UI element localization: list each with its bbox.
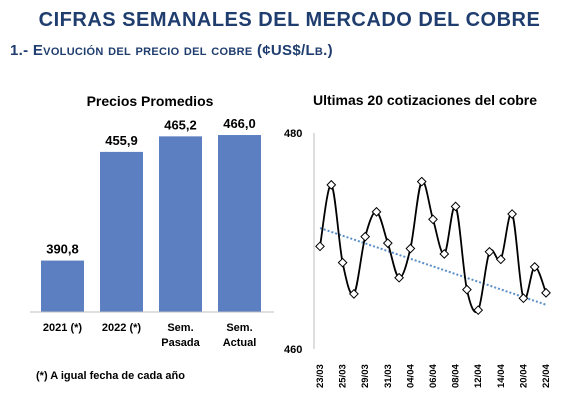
bar-value-label: 465,2: [164, 117, 197, 132]
x-tick-label: 23/03: [315, 364, 326, 388]
x-tick-label: 14/04: [496, 364, 507, 388]
bar-value-label: 455,9: [105, 133, 138, 148]
section-subtitle: 1.- Evolución del precio del cobre (¢US$…: [10, 42, 333, 59]
x-tick-label: 31/03: [383, 364, 394, 388]
data-point-3: [337, 257, 348, 268]
y-tick-label: 460: [284, 344, 302, 356]
data-point-11: [428, 214, 438, 225]
data-point-7: [382, 238, 393, 249]
data-point-16: [484, 246, 495, 257]
x-tick-label: 25/03: [338, 364, 349, 388]
x-tick-label: 04/04: [405, 364, 416, 388]
bar-2: [100, 151, 143, 312]
x-tick-label: 20/04: [518, 364, 529, 388]
data-point-17: [495, 254, 506, 265]
data-point-9: [405, 243, 416, 254]
data-point-12: [439, 249, 450, 259]
data-point-1: [315, 241, 325, 252]
data-point-15: [473, 305, 484, 316]
data-point-10: [416, 176, 427, 187]
data-point-21: [541, 287, 551, 298]
bar-3: [159, 136, 202, 312]
y-tick-label: 480: [284, 128, 302, 140]
x-tick-label: 12/04: [473, 364, 484, 388]
category-label: Sem.: [167, 322, 193, 334]
bar-chart-title: Precios Promedios: [86, 93, 214, 109]
data-point-6: [371, 206, 382, 217]
data-point-14: [461, 284, 472, 295]
bar-4: [218, 135, 261, 312]
bar-chart: 390,8 2021 (*) 455,9 2022 (*) 465,2 Sem. Pasad…: [30, 116, 274, 349]
bar-value-label: 466,0: [223, 116, 256, 131]
x-tick-label: 29/03: [360, 364, 371, 388]
x-tick-label: 08/04: [451, 364, 462, 388]
x-tick-label: 22/04: [541, 364, 552, 388]
data-point-13: [450, 201, 461, 212]
data-point-8: [394, 272, 405, 283]
x-tick-label: 06/04: [428, 364, 439, 388]
bar-value-label: 390,8: [46, 242, 79, 257]
data-point-4: [348, 289, 359, 299]
category-label: 2022 (*): [102, 322, 141, 334]
data-point-18: [507, 209, 518, 219]
footnote: (*) A igual fecha de cada año: [36, 370, 185, 382]
line-chart-title: Ultimas 20 cotizaciones del cobre: [312, 92, 538, 108]
category-label: Pasada: [161, 337, 200, 349]
data-point-2: [326, 179, 337, 190]
data-point-20: [529, 262, 540, 272]
page-title: CIFRAS SEMANALES DEL MERCADO DEL COBRE: [38, 9, 541, 31]
bar-1: [41, 260, 84, 312]
category-label: 2021 (*): [43, 322, 82, 334]
data-point-5: [360, 231, 371, 242]
data-point-19: [518, 293, 529, 304]
category-label: Actual: [223, 337, 257, 349]
category-label: Sem.: [226, 322, 252, 334]
